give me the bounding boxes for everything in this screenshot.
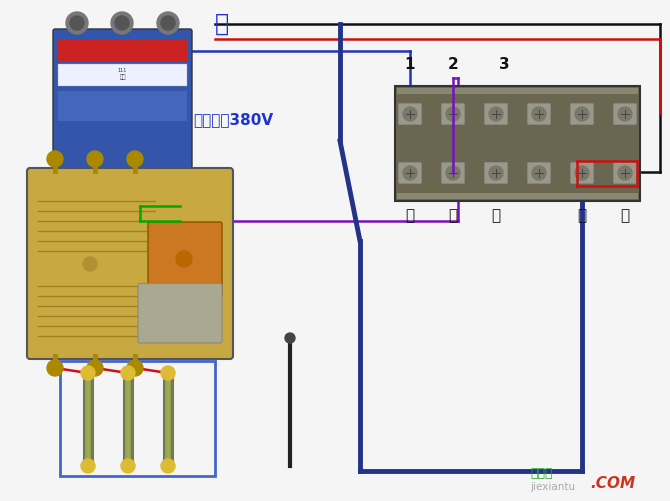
Bar — [397, 89, 638, 95]
Text: 线圈电压380V: 线圈电压380V — [193, 112, 273, 127]
Circle shape — [157, 13, 179, 35]
Circle shape — [81, 366, 95, 380]
Text: 1: 1 — [405, 57, 415, 72]
Circle shape — [127, 360, 143, 376]
Circle shape — [403, 167, 417, 181]
Circle shape — [575, 108, 589, 122]
Bar — [58, 40, 187, 62]
Text: 2: 2 — [448, 57, 458, 72]
Bar — [395, 87, 640, 201]
FancyBboxPatch shape — [484, 163, 508, 185]
Text: 断电: 断电 — [119, 74, 126, 80]
FancyBboxPatch shape — [53, 30, 192, 169]
FancyBboxPatch shape — [527, 163, 551, 185]
Circle shape — [81, 459, 95, 473]
Circle shape — [176, 252, 192, 268]
FancyBboxPatch shape — [613, 104, 637, 126]
Circle shape — [618, 108, 632, 122]
FancyBboxPatch shape — [27, 169, 233, 359]
FancyBboxPatch shape — [398, 104, 422, 126]
Circle shape — [446, 108, 460, 122]
Circle shape — [532, 108, 546, 122]
Text: 111: 111 — [118, 68, 127, 73]
Circle shape — [66, 13, 88, 35]
Circle shape — [87, 152, 103, 168]
Bar — [58, 92, 187, 122]
Bar — [58, 65, 187, 87]
Circle shape — [575, 167, 589, 181]
FancyBboxPatch shape — [441, 163, 465, 185]
FancyBboxPatch shape — [138, 284, 222, 343]
Circle shape — [532, 167, 546, 181]
Text: 低: 低 — [491, 207, 500, 222]
Circle shape — [161, 459, 175, 473]
Circle shape — [111, 13, 133, 35]
FancyBboxPatch shape — [613, 163, 637, 185]
Text: 总: 总 — [448, 207, 458, 222]
Text: jiexiantu: jiexiantu — [530, 481, 575, 491]
FancyBboxPatch shape — [484, 104, 508, 126]
FancyBboxPatch shape — [148, 222, 222, 297]
Circle shape — [489, 108, 503, 122]
Circle shape — [161, 366, 175, 380]
Text: 接线图: 接线图 — [530, 466, 553, 479]
Circle shape — [489, 167, 503, 181]
Circle shape — [70, 17, 84, 31]
Circle shape — [83, 258, 97, 272]
Bar — [60, 361, 215, 476]
Circle shape — [87, 360, 103, 376]
Circle shape — [446, 167, 460, 181]
Circle shape — [47, 360, 63, 376]
Text: 中: 中 — [578, 207, 586, 222]
Text: 高: 高 — [405, 207, 415, 222]
Circle shape — [403, 108, 417, 122]
FancyBboxPatch shape — [570, 163, 594, 185]
FancyBboxPatch shape — [398, 163, 422, 185]
Circle shape — [121, 459, 135, 473]
FancyBboxPatch shape — [570, 104, 594, 126]
FancyBboxPatch shape — [441, 104, 465, 126]
Text: 3: 3 — [498, 57, 509, 72]
Circle shape — [285, 333, 295, 343]
Circle shape — [121, 366, 135, 380]
Circle shape — [47, 152, 63, 168]
Circle shape — [115, 17, 129, 31]
Circle shape — [161, 17, 175, 31]
Circle shape — [127, 152, 143, 168]
Text: 相: 相 — [620, 207, 630, 222]
Circle shape — [618, 167, 632, 181]
Bar — [397, 193, 638, 199]
FancyBboxPatch shape — [527, 104, 551, 126]
Text: .COM: .COM — [590, 475, 635, 490]
Text: 零: 零 — [215, 12, 229, 36]
